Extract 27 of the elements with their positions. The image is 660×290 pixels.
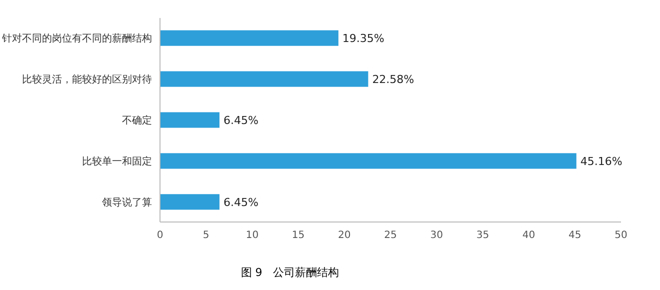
x-tick-label: 15 <box>292 230 305 241</box>
x-tick-label: 30 <box>430 230 443 241</box>
y-tick-label: 领导说了算 <box>102 196 152 208</box>
data-label: 22.58% <box>372 72 414 86</box>
bar <box>160 112 220 128</box>
data-label: 6.45% <box>223 114 258 127</box>
x-tick-label: 50 <box>614 230 628 241</box>
x-tick-label: 5 <box>202 230 210 241</box>
x-tick-label: 40 <box>522 230 536 241</box>
text: 图 9 公司薪酬结构 <box>240 266 340 279</box>
x-tick-label: 10 <box>246 230 259 241</box>
x-tick-label: 45 <box>568 230 582 241</box>
x-tick-label: 20 <box>338 230 351 241</box>
y-tick-label: 针对不同的岗位有不同的薪酬结构 <box>1 32 152 45</box>
data-label: 19.35% <box>342 32 384 45</box>
y-tick-label: 比较灵活，能较好的区别对待 <box>22 74 152 86</box>
bar <box>160 153 576 169</box>
bar <box>160 30 338 46</box>
y-tick-label: 不确定 <box>122 114 152 126</box>
data-label: 6.45% <box>223 196 258 209</box>
x-tick-label: 0 <box>156 230 164 241</box>
data-label: 45.16% <box>580 154 622 168</box>
x-tick-label: 35 <box>476 230 490 241</box>
bar <box>160 71 368 87</box>
y-tick-label: 比较单一和固定 <box>82 155 152 168</box>
x-tick-label: 25 <box>384 230 397 241</box>
bar <box>160 194 220 210</box>
